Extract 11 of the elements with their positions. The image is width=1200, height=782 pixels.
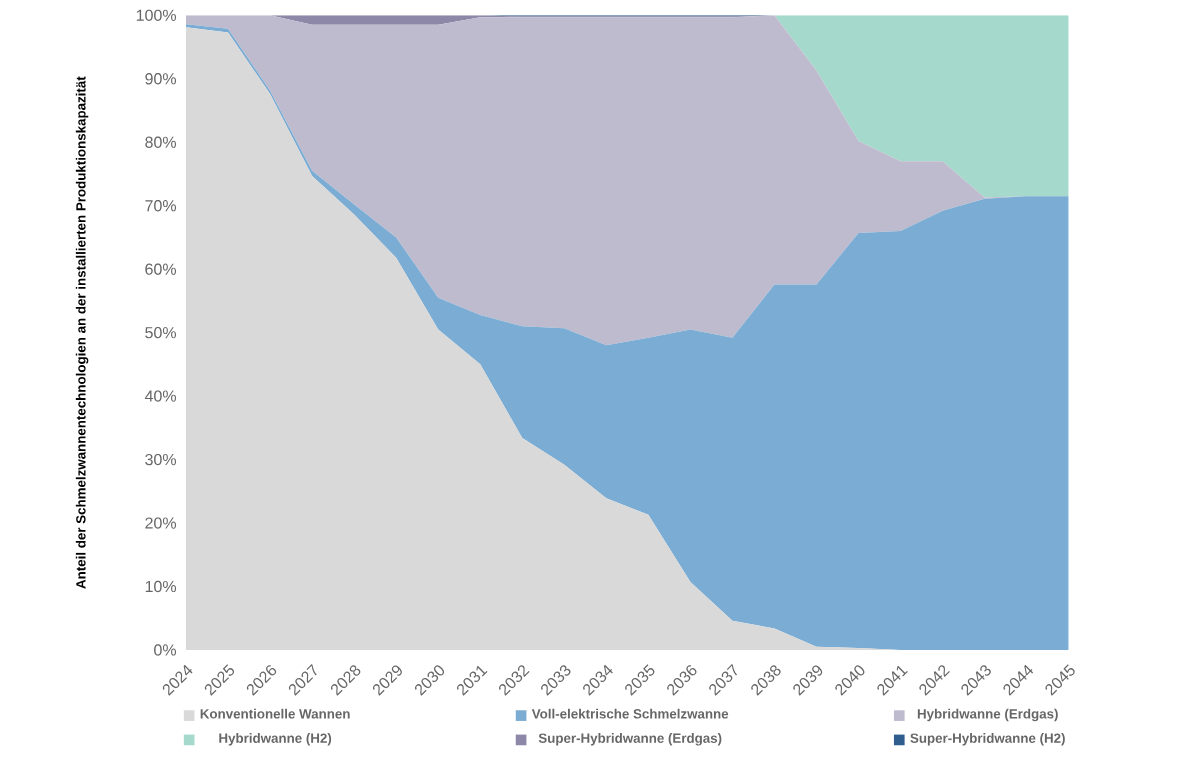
y-tick-label: 30% — [145, 453, 177, 466]
y-tick-label: 60% — [145, 263, 177, 275]
y-tick-label: 100% — [136, 9, 177, 21]
y-tick-label: 80% — [145, 136, 177, 148]
y-tick-label: 90% — [145, 73, 177, 85]
y-tick-label: 10% — [145, 580, 177, 593]
y-tick-label: 70% — [145, 200, 177, 212]
y-tick-label: 0% — [154, 644, 177, 656]
y-tick-label: 40% — [144, 390, 177, 402]
y-tick-label: 20% — [145, 517, 177, 529]
y-tick-label: 50% — [145, 326, 177, 339]
